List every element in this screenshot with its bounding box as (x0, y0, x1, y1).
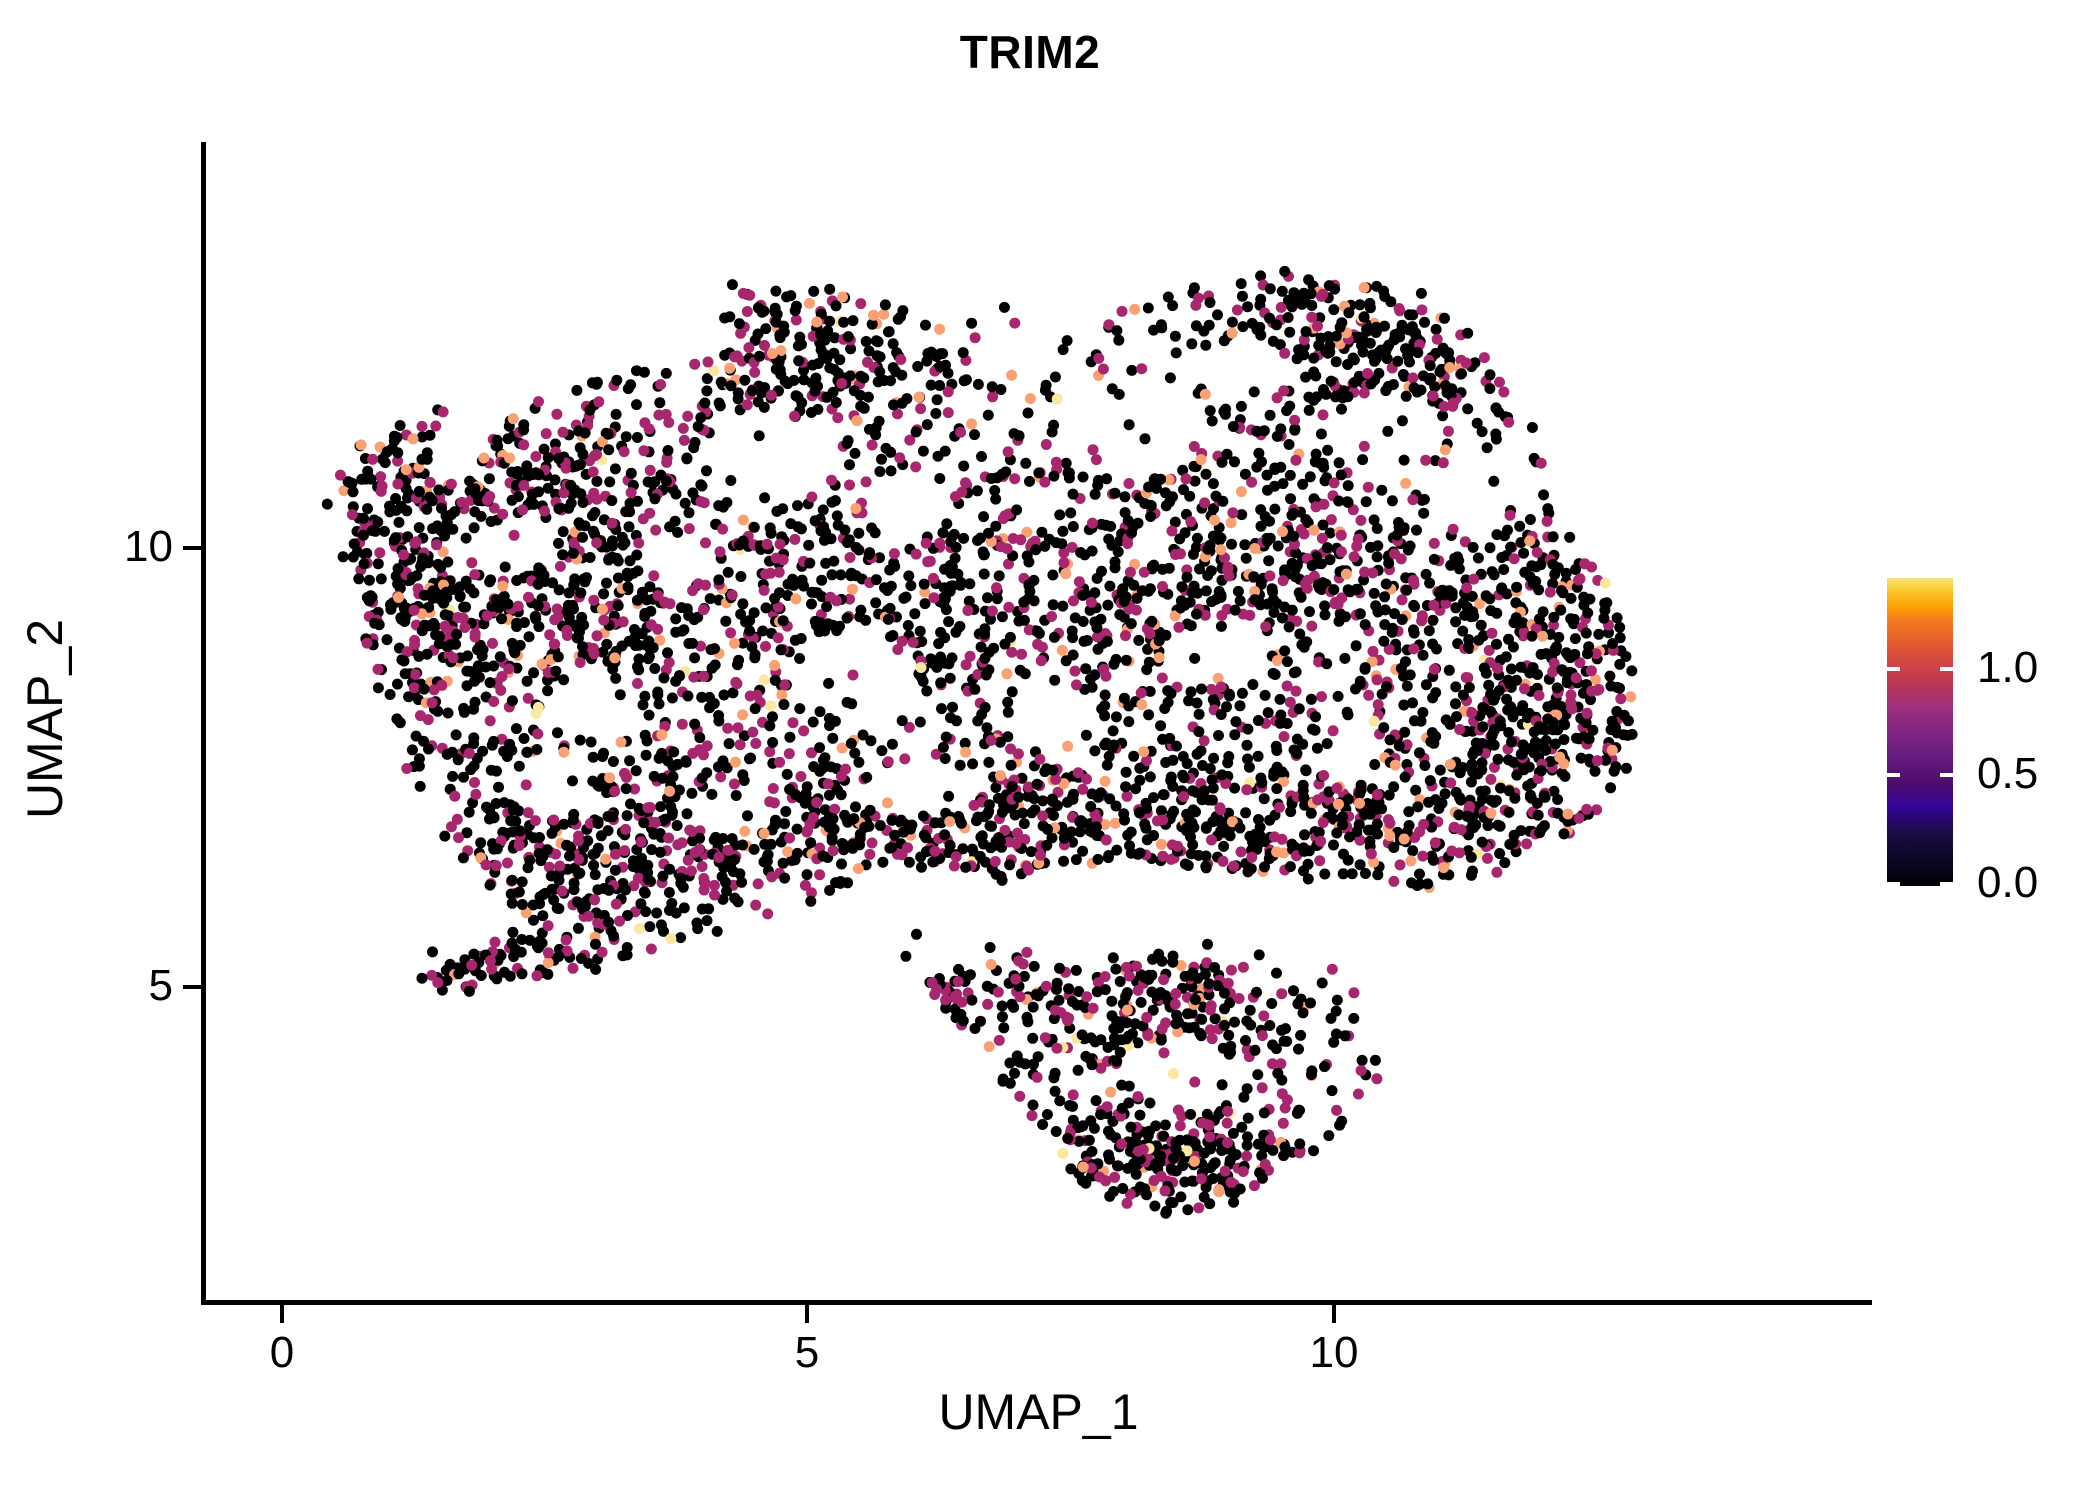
colorbar-label-0.5: 0.5 (1977, 749, 2039, 798)
colorbar-tick-1.0-left (1887, 667, 1900, 671)
x-tick-label-10: 10 (1309, 1328, 1359, 1377)
y-tick-mark-5 (183, 985, 201, 989)
x-axis-title: UMAP_1 (938, 1384, 1139, 1440)
y-tick-label-10: 10 (124, 522, 173, 571)
x-tick-mark-0 (280, 1305, 284, 1323)
x-tick-label-5: 5 (794, 1328, 820, 1377)
x-axis-line (201, 1300, 1872, 1305)
y-tick-label-5: 5 (148, 961, 173, 1010)
plot-panel (205, 142, 1872, 1302)
scatter-points-layer (321, 265, 1638, 1219)
colorbar-tick-0.0-left (1887, 882, 1900, 886)
colorbar-gradient (1887, 578, 1953, 886)
colorbar-tick-0.5-right (1940, 773, 1953, 777)
x-tick-mark-10 (1332, 1305, 1336, 1323)
colorbar-label-1.0: 1.0 (1977, 643, 2039, 692)
x-tick-mark-5 (805, 1305, 809, 1323)
y-axis-title: UMAP_2 (17, 618, 73, 820)
colorbar-tick-1.0-right (1940, 667, 1953, 671)
page-title: TRIM2 (959, 26, 1101, 78)
colorbar-tick-0.0-right (1940, 882, 1953, 886)
y-axis-line (201, 142, 206, 1305)
colorbar-tick-0.5-left (1887, 773, 1900, 777)
colorbar-label-0.0: 0.0 (1977, 858, 2039, 907)
x-tick-label-0: 0 (269, 1328, 295, 1377)
colorbar-legend: 1.0 0.5 0.0 (1880, 560, 2090, 920)
y-tick-mark-10 (183, 546, 201, 550)
